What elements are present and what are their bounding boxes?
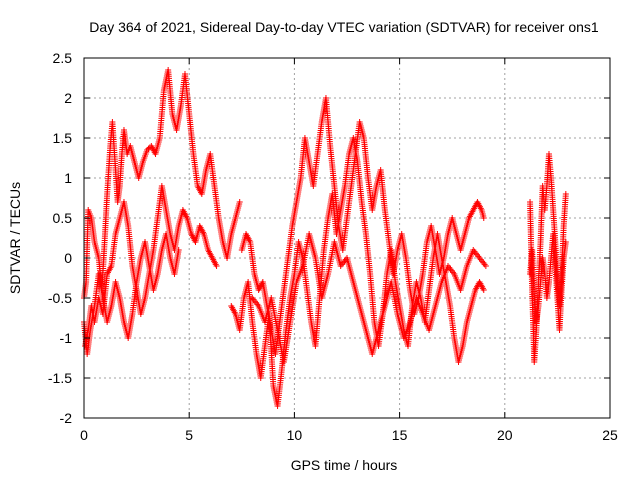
y-axis-label: SDTVAR / TECUs (7, 182, 23, 294)
x-tick-label: 10 (287, 427, 303, 443)
y-tick-label: 1 (64, 170, 72, 186)
data-point (144, 147, 151, 153)
data-point (175, 247, 182, 253)
x-axis-label: GPS time / hours (291, 457, 398, 473)
y-tick-label: 1.5 (53, 130, 73, 146)
x-tick-label: 15 (392, 427, 408, 443)
x-tick-label: 20 (497, 427, 513, 443)
y-tick-label: 0.5 (53, 210, 73, 226)
y-tick-label: 0 (64, 250, 72, 266)
x-tick-label: 5 (185, 427, 193, 443)
x-tick-label: 25 (602, 427, 618, 443)
data-point (213, 263, 220, 269)
x-tick-label: 0 (80, 427, 88, 443)
y-tick-label: -1.5 (48, 370, 72, 386)
y-tick-label: -0.5 (48, 290, 72, 306)
data-point (236, 199, 243, 205)
chart-title: Day 364 of 2021, Sidereal Day-to-day VTE… (89, 19, 599, 35)
y-tick-label: 2.5 (53, 50, 73, 66)
y-tick-label: 2 (64, 90, 72, 106)
y-tick-label: -1 (60, 330, 73, 346)
data-point (145, 145, 152, 152)
y-tick-label: -2 (60, 410, 73, 426)
data-points (81, 67, 569, 409)
